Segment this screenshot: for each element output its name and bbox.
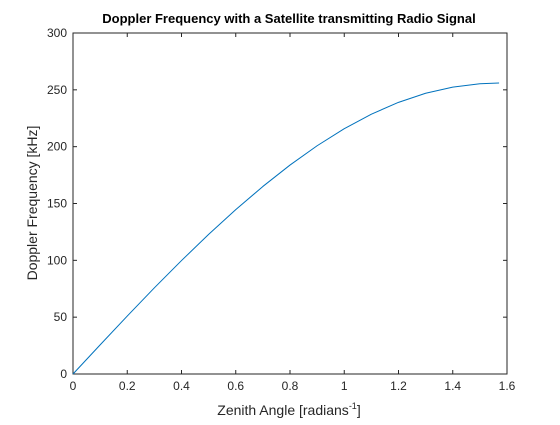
x-tick-label: 0.4 <box>173 379 190 393</box>
x-axis-label: Zenith Angle [radians-1] <box>217 401 360 418</box>
y-tick-label: 50 <box>54 310 68 324</box>
x-tick-label: 0 <box>70 379 77 393</box>
y-tick-label: 200 <box>47 140 67 154</box>
series-line-doppler <box>72 82 500 375</box>
x-axis-label-superscript: -1 <box>349 401 357 411</box>
y-tick-label: 300 <box>47 26 67 40</box>
x-axis-label-main: Zenith Angle [radians <box>217 402 349 418</box>
y-tick-label: 0 <box>60 367 67 381</box>
y-axis-label: Doppler Frequency [kHz] <box>24 126 40 281</box>
x-tick-label: 1 <box>341 379 348 393</box>
axes-frame <box>72 32 508 375</box>
y-tick-label: 250 <box>47 83 67 97</box>
x-tick-label: 1.4 <box>444 379 461 393</box>
x-tick-label: 0.6 <box>227 379 244 393</box>
x-axis-label-close: ] <box>357 402 361 418</box>
plot-area: 0 0.2 0.4 0.6 0.8 1 1.2 1.4 1.6 0 50 100 150 200 250 30… <box>47 26 516 393</box>
chart-title: Doppler Frequency with a Satellite trans… <box>102 11 475 26</box>
x-tick-label: 1.6 <box>499 379 516 393</box>
x-tick-label: 0.2 <box>119 379 136 393</box>
y-tick-label: 100 <box>47 253 67 267</box>
x-tick-label: 1.2 <box>390 379 407 393</box>
x-tick-label: 0.8 <box>282 379 299 393</box>
y-tick-label: 150 <box>47 197 67 211</box>
